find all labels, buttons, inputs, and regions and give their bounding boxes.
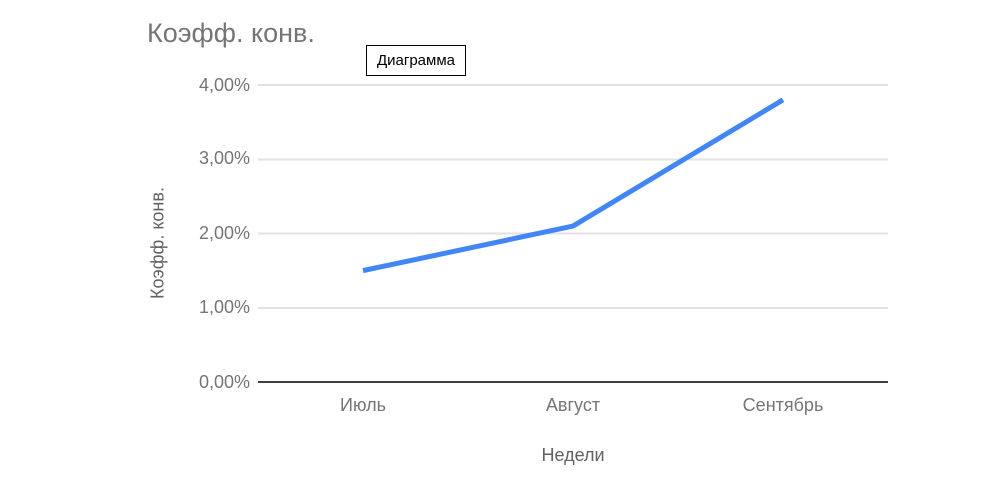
data-series-line[interactable] <box>362 97 785 274</box>
y-axis-title: Коэфф. конв. <box>147 187 168 299</box>
y-tick-label: 2,00% <box>198 223 250 243</box>
y-tick-label: 3,00% <box>198 148 250 168</box>
chart-title: Коэфф. конв. <box>147 18 315 48</box>
x-tick-label: Сентябрь <box>742 395 824 415</box>
x-axis-title: Недели <box>541 445 605 465</box>
x-tick-label: Июль <box>340 395 386 415</box>
x-tick-label: Август <box>545 395 601 415</box>
y-tick-label: 0,00% <box>198 372 250 392</box>
y-tick-label: 1,00% <box>198 297 250 317</box>
chart-hover-tooltip: Диаграмма <box>366 45 466 76</box>
y-tick-label: 4,00% <box>198 75 250 95</box>
